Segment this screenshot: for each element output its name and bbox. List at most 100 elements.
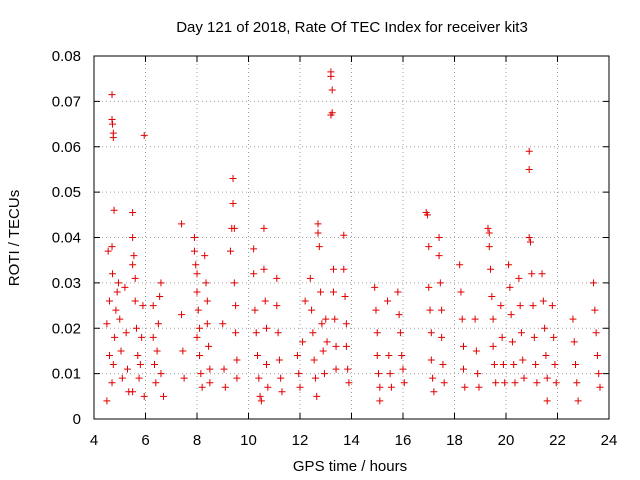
data-point bbox=[232, 302, 240, 310]
data-point bbox=[525, 234, 533, 241]
data-point bbox=[322, 315, 330, 323]
data-point bbox=[273, 274, 281, 282]
data-point bbox=[220, 365, 228, 373]
data-point bbox=[192, 261, 200, 269]
x-tick-label: 24 bbox=[601, 432, 618, 449]
data-point bbox=[492, 379, 500, 387]
data-point bbox=[474, 370, 482, 378]
data-point bbox=[344, 365, 352, 373]
grid-lines bbox=[94, 56, 609, 419]
data-point bbox=[306, 274, 314, 282]
y-tick-label: 0.08 bbox=[52, 48, 81, 65]
data-point bbox=[315, 243, 323, 251]
data-point bbox=[532, 361, 540, 369]
y-tick-label: 0.04 bbox=[52, 230, 81, 247]
data-point bbox=[427, 329, 435, 337]
data-point bbox=[317, 288, 325, 296]
data-point bbox=[157, 279, 165, 287]
data-point bbox=[132, 324, 140, 332]
data-point bbox=[193, 333, 201, 341]
x-tick-label: 12 bbox=[292, 432, 309, 449]
data-point bbox=[345, 379, 353, 387]
data-point bbox=[439, 361, 447, 369]
data-point bbox=[341, 292, 349, 300]
data-point bbox=[299, 338, 307, 346]
data-point bbox=[156, 292, 164, 300]
data-point bbox=[275, 356, 283, 364]
data-point bbox=[340, 265, 348, 273]
data-point bbox=[149, 333, 157, 341]
data-point bbox=[152, 379, 160, 387]
data-point bbox=[221, 383, 229, 391]
data-point bbox=[572, 361, 580, 369]
x-tick-label: 14 bbox=[343, 432, 360, 449]
data-point bbox=[520, 374, 528, 382]
data-point bbox=[498, 333, 506, 341]
data-point bbox=[263, 361, 271, 369]
data-point bbox=[593, 351, 601, 359]
data-point bbox=[331, 315, 339, 323]
data-point bbox=[129, 261, 137, 269]
data-point bbox=[250, 270, 258, 278]
data-point bbox=[219, 320, 227, 328]
data-point bbox=[387, 383, 395, 391]
data-point bbox=[384, 297, 392, 305]
data-point bbox=[274, 329, 282, 337]
data-point bbox=[260, 265, 268, 273]
data-point bbox=[327, 72, 335, 80]
data-point bbox=[485, 229, 493, 237]
data-point bbox=[277, 374, 285, 382]
data-point bbox=[301, 297, 309, 305]
data-point bbox=[541, 324, 549, 332]
data-point bbox=[485, 243, 493, 251]
data-point bbox=[293, 351, 301, 359]
data-point bbox=[233, 356, 241, 364]
data-point bbox=[510, 361, 518, 369]
y-tick-label: 0.02 bbox=[52, 320, 81, 337]
data-point bbox=[151, 361, 159, 369]
data-point bbox=[123, 365, 131, 373]
data-point bbox=[206, 379, 214, 387]
x-tick-label: 22 bbox=[549, 432, 566, 449]
data-point bbox=[112, 306, 120, 314]
data-point bbox=[135, 374, 143, 382]
x-axis-label: GPS time / hours bbox=[293, 458, 407, 475]
data-point bbox=[569, 315, 577, 323]
data-point bbox=[108, 116, 116, 124]
data-point bbox=[430, 388, 438, 396]
data-point bbox=[526, 238, 534, 246]
data-point bbox=[332, 342, 340, 350]
data-point bbox=[591, 306, 599, 314]
data-point bbox=[129, 234, 137, 241]
data-point bbox=[198, 383, 206, 391]
data-point bbox=[595, 370, 603, 378]
data-point bbox=[157, 370, 165, 378]
data-point bbox=[570, 338, 578, 346]
data-point bbox=[425, 243, 433, 251]
data-point bbox=[592, 329, 600, 337]
data-point bbox=[109, 270, 117, 278]
data-point bbox=[574, 397, 582, 405]
chart-title: Day 121 of 2018, Rate Of TEC Index for r… bbox=[176, 19, 528, 36]
data-point bbox=[472, 347, 480, 355]
data-point bbox=[313, 392, 321, 400]
data-point bbox=[461, 383, 469, 391]
data-point bbox=[542, 351, 550, 359]
data-point bbox=[426, 306, 434, 314]
x-tick-label: 6 bbox=[141, 432, 149, 449]
data-point bbox=[154, 320, 162, 328]
data-point bbox=[138, 333, 146, 341]
data-point bbox=[342, 320, 350, 328]
x-tick-label: 18 bbox=[446, 432, 463, 449]
data-point bbox=[196, 324, 204, 332]
data-point bbox=[117, 347, 125, 355]
data-point bbox=[153, 347, 161, 355]
data-point bbox=[122, 329, 130, 337]
data-point bbox=[548, 302, 556, 310]
data-point bbox=[505, 261, 513, 269]
data-point bbox=[457, 288, 465, 296]
data-point bbox=[550, 333, 558, 341]
data-point bbox=[440, 379, 448, 387]
data-point bbox=[104, 247, 112, 255]
